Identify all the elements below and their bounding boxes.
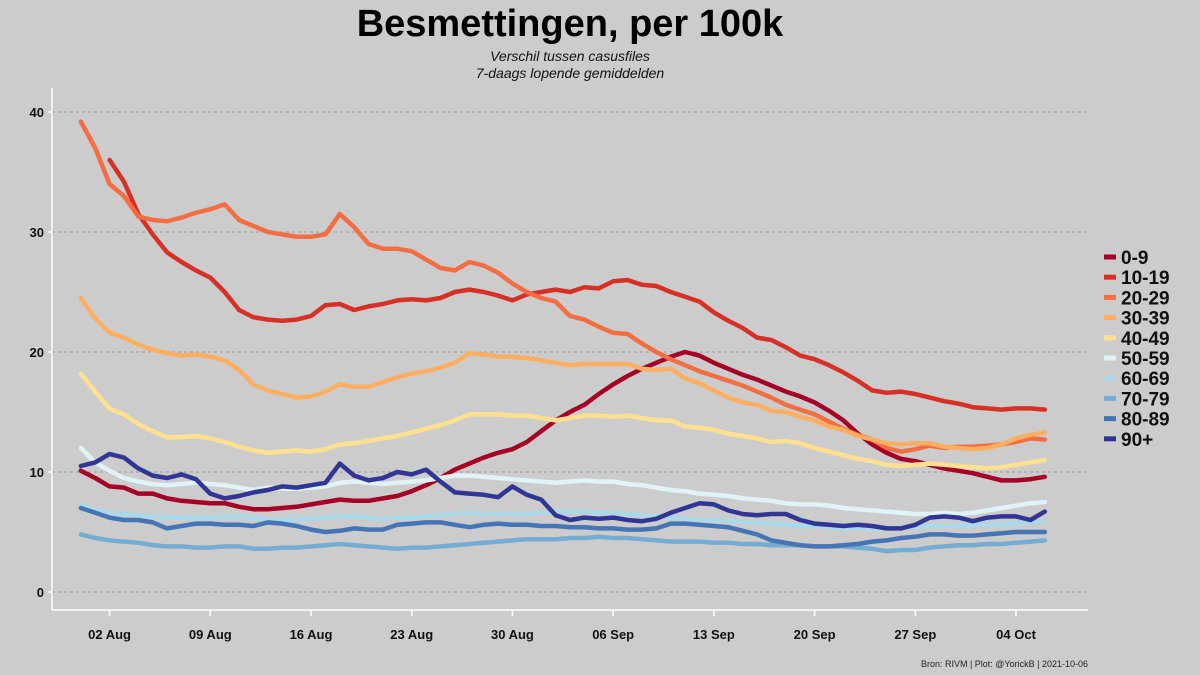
y-tick-label: 40 xyxy=(30,105,44,120)
y-tick-label: 10 xyxy=(30,465,44,480)
y-tick-label: 0 xyxy=(37,585,44,600)
x-tick-label: 23 Aug xyxy=(390,627,433,642)
legend-label-60-69: 60-69 xyxy=(1121,369,1170,390)
x-tick-label: 16 Aug xyxy=(290,627,333,642)
legend-label-50-59: 50-59 xyxy=(1121,349,1170,370)
x-tick-label: 06 Sep xyxy=(592,627,634,642)
x-tick-label: 02 Aug xyxy=(88,627,131,642)
x-tick-label: 09 Aug xyxy=(189,627,232,642)
series-line-70-79 xyxy=(78,532,1048,554)
legend-label-20-29: 20-29 xyxy=(1121,288,1170,309)
legend-label-90+: 90+ xyxy=(1121,430,1153,451)
x-tick-label: 13 Sep xyxy=(693,627,735,642)
legend-label-0-9: 0-9 xyxy=(1121,248,1148,269)
legend: 0-910-1920-2930-3940-4950-5960-6970-7980… xyxy=(1104,248,1170,451)
x-tick-label: 30 Aug xyxy=(491,627,534,642)
y-tick-label: 30 xyxy=(30,225,44,240)
series-line-0-9 xyxy=(78,349,1048,512)
series-line-90+ xyxy=(78,451,1048,531)
series-line-80-89 xyxy=(78,505,1048,549)
legend-label-10-19: 10-19 xyxy=(1121,268,1170,289)
legend-label-30-39: 30-39 xyxy=(1121,309,1170,330)
series-line-10-19 xyxy=(107,157,1048,412)
series-line-40-49 xyxy=(78,371,1048,471)
series-line-50-59 xyxy=(78,445,1048,517)
y-tick-label: 20 xyxy=(30,345,44,360)
x-tick-label: 20 Sep xyxy=(794,627,836,642)
axes: 0 10 20 30 40 02 Aug 09 Aug 16 Aug 23 Aug 30 Aug 0… xyxy=(30,88,1088,642)
series-lines xyxy=(78,119,1048,554)
series-line-20-29 xyxy=(78,119,1048,454)
legend-label-40-49: 40-49 xyxy=(1121,329,1170,350)
chart-title: Besmettingen, per 100k xyxy=(357,3,784,45)
series-line-30-39 xyxy=(78,295,1048,452)
grid-lines xyxy=(52,111,1088,593)
x-tick-label: 27 Sep xyxy=(894,627,936,642)
chart-subtitle-line-2: 7-daags lopende gemiddelden xyxy=(476,65,665,81)
chart-subtitle-line-1: Verschil tussen casusfiles xyxy=(490,48,650,64)
x-tick-label: 04 Oct xyxy=(996,627,1036,642)
chart-caption: Bron: RIVM | Plot: @YorickB | 2021-10-06 xyxy=(921,659,1088,669)
legend-label-80-89: 80-89 xyxy=(1121,410,1170,431)
legend-label-70-79: 70-79 xyxy=(1121,389,1170,410)
